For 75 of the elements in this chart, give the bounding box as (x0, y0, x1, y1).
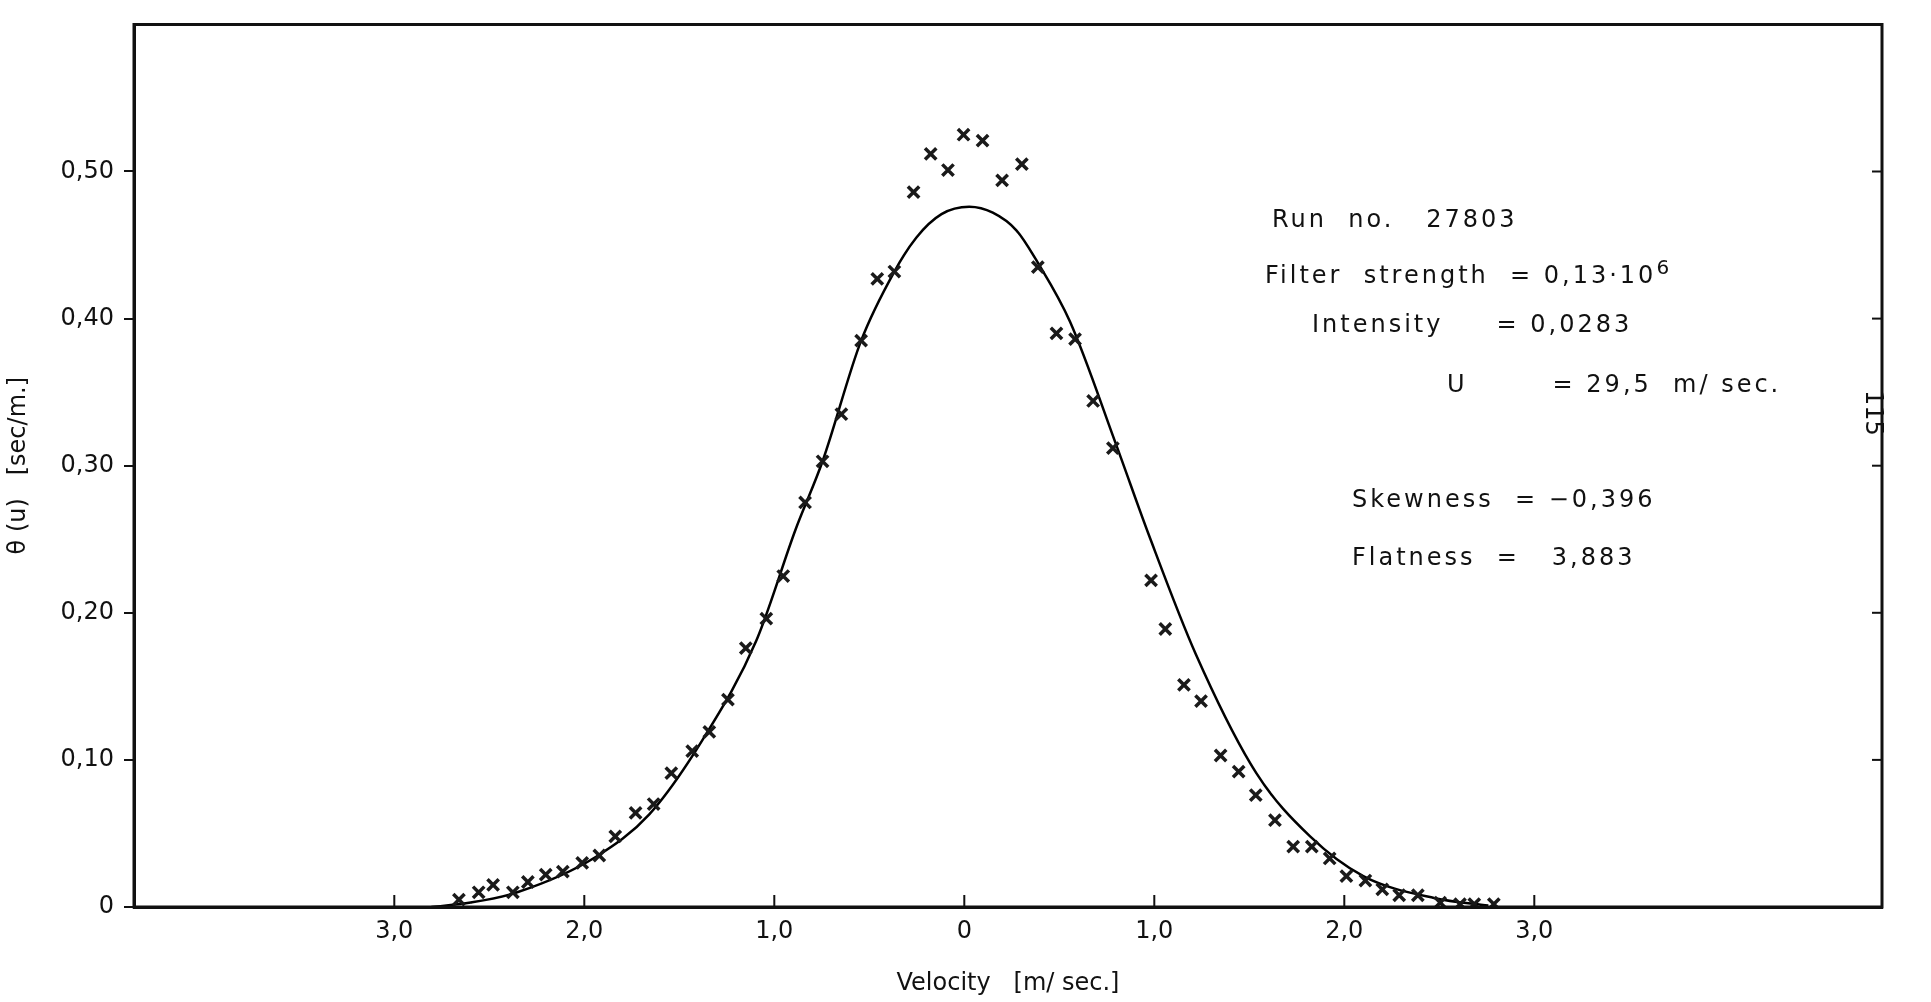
annotation: Intensity = 0,0283 (1312, 310, 1633, 338)
point (853, 333, 869, 349)
point (485, 877, 501, 893)
x-tick-label: 2,0 (1325, 915, 1364, 944)
point (646, 796, 662, 812)
point (975, 133, 990, 149)
y-tick-label: 0,30 (60, 449, 114, 478)
point (1338, 868, 1354, 884)
point (1432, 895, 1448, 907)
point (471, 884, 487, 900)
point (574, 855, 590, 871)
point (1049, 325, 1064, 341)
y-tick-label: 0 (98, 891, 114, 920)
point (1014, 156, 1030, 172)
point (1267, 812, 1283, 828)
point (886, 264, 902, 279)
point (956, 127, 971, 143)
point (906, 184, 921, 200)
annotation: Flatness = 3,883 (1352, 543, 1636, 571)
point (923, 146, 939, 162)
point (1157, 621, 1173, 637)
point (1105, 440, 1121, 456)
annotation: Skewness = −0,396 (1352, 485, 1656, 513)
point (1304, 839, 1320, 855)
point (1285, 839, 1301, 855)
point (1374, 881, 1390, 897)
x-axis-title: Velocity [m/ sec.] (896, 967, 1120, 996)
point (869, 271, 885, 287)
point (797, 495, 813, 510)
point (684, 743, 700, 759)
point (1213, 748, 1229, 763)
point (833, 406, 849, 422)
x-tick-label: 3,0 (375, 915, 414, 944)
point (1143, 573, 1159, 588)
point (607, 828, 623, 844)
y-tick-label: 0,20 (60, 597, 114, 626)
y-axis-title: θ (u) [sec/m.] (2, 376, 31, 555)
point (815, 453, 830, 469)
point (451, 892, 467, 907)
point (1322, 851, 1338, 866)
point (628, 805, 644, 821)
point (701, 724, 717, 740)
point (505, 884, 521, 900)
x-tick-label: 1,0 (1135, 915, 1174, 944)
point (1176, 677, 1192, 693)
point (520, 874, 536, 890)
point (1067, 331, 1083, 347)
x-tick-label: 2,0 (565, 915, 604, 944)
point (1357, 873, 1373, 888)
point (1085, 393, 1101, 409)
annotation: Filter strength = 0,13·10$^{6}$ (1265, 255, 1673, 289)
point (720, 692, 736, 707)
x-tick-label: 3,0 (1515, 915, 1554, 944)
annotation: U = 29,5 m/ sec. (1447, 370, 1782, 398)
point (663, 765, 679, 781)
point (555, 864, 571, 880)
point (1391, 887, 1407, 903)
point (1231, 764, 1247, 780)
y-tick-label: 0,50 (60, 155, 114, 184)
x-tick-label: 1,0 (755, 915, 794, 944)
point (994, 172, 1010, 188)
point (1248, 787, 1264, 803)
point (940, 162, 956, 178)
y-tick-label: 0,10 (60, 744, 114, 773)
point (538, 867, 554, 883)
point (775, 568, 791, 584)
point (1410, 887, 1426, 903)
y-tick-label: 0,40 (60, 302, 114, 331)
point (738, 640, 754, 656)
point (758, 611, 774, 627)
point (1193, 693, 1209, 709)
point (591, 848, 607, 863)
annotation: Run no. 27803 (1272, 205, 1518, 233)
x-tick-label: 0 (956, 915, 972, 944)
point (1030, 259, 1046, 275)
